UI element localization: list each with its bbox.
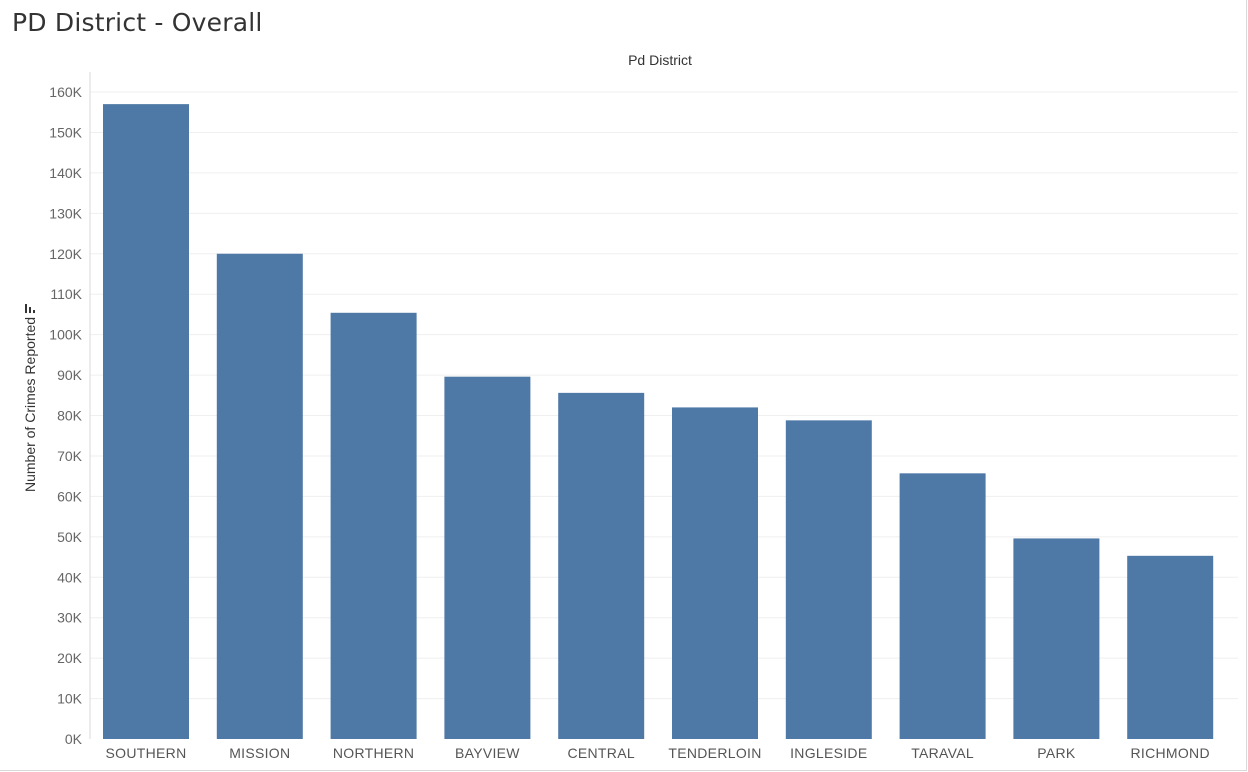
y-tick-label: 150K (49, 124, 82, 140)
bar-taraval[interactable] (899, 473, 986, 739)
bars (103, 104, 1214, 740)
bar-park[interactable] (1013, 538, 1100, 739)
x-category-label: TENDERLOIN (668, 745, 761, 761)
y-tick-label: 20K (57, 650, 83, 666)
bar-southern[interactable] (103, 104, 189, 740)
x-axis-categories: SOUTHERN MISSION NORTHERN BAYVIEW CENTRAL TEN… (106, 745, 1210, 761)
x-category-label: RICHMOND (1130, 745, 1209, 761)
bar-ingleside[interactable] (785, 420, 872, 739)
bar-central[interactable] (558, 392, 645, 739)
y-tick-label: 0K (65, 731, 83, 747)
y-tick-label: 70K (57, 448, 83, 464)
x-category-label: INGLESIDE (790, 745, 867, 761)
x-category-label: PARK (1037, 745, 1076, 761)
x-category-label: TARAVAL (911, 745, 974, 761)
y-tick-label: 80K (57, 408, 83, 424)
x-category-label: MISSION (229, 745, 290, 761)
x-category-label: CENTRAL (567, 745, 634, 761)
y-tick-label: 10K (57, 691, 83, 707)
y-tick-label: 30K (57, 610, 83, 626)
x-category-label: SOUTHERN (106, 745, 187, 761)
y-tick-label: 100K (49, 327, 82, 343)
y-tick-label: 60K (57, 488, 83, 504)
y-tick-label: 50K (57, 529, 83, 545)
y-axis-ticks: 0K 10K 20K 30K 40K 50K 60K 70K 80K 90K 100K 110K 120… (49, 84, 82, 747)
column-header-label: Pd District (628, 52, 692, 68)
bar-northern[interactable] (330, 312, 417, 739)
y-tick-label: 160K (49, 84, 82, 100)
x-category-label: NORTHERN (333, 745, 414, 761)
y-tick-label: 40K (57, 569, 83, 585)
y-tick-label: 110K (50, 286, 82, 302)
y-tick-label: 120K (49, 246, 82, 262)
bar-mission[interactable] (216, 253, 303, 739)
y-tick-label: 130K (49, 205, 82, 221)
y-tick-label: 140K (49, 165, 82, 181)
sheet-title: PD District - Overall (12, 8, 263, 37)
bar-richmond[interactable] (1127, 555, 1214, 739)
x-category-label: BAYVIEW (455, 745, 520, 761)
y-tick-label: 90K (57, 367, 83, 383)
bar-bayview[interactable] (444, 376, 531, 739)
bar-tenderloin[interactable] (672, 407, 758, 739)
